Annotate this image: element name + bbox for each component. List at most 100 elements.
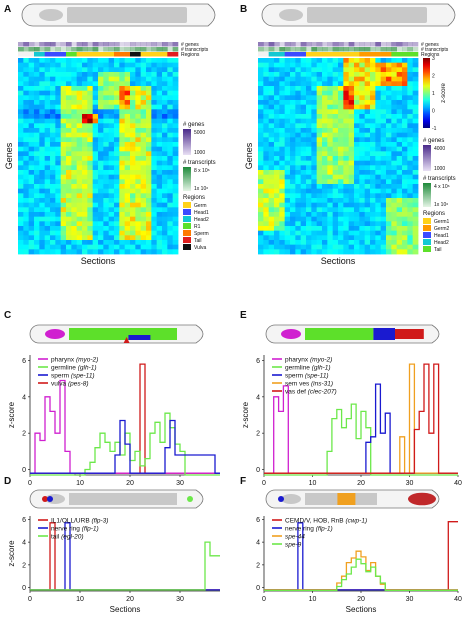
heatmap-cell: [103, 170, 110, 176]
legend-gene: spe-44: [285, 534, 305, 541]
heatmap-cell: [290, 202, 296, 208]
heatmap-cell: [300, 184, 307, 190]
heatmap-cell: [44, 198, 51, 204]
heatmap-cell: [380, 170, 387, 176]
heatmap-cell: [119, 142, 126, 148]
heatmap-cell: [18, 81, 24, 87]
heatmap-cell: [332, 109, 339, 115]
heatmap-cell: [274, 221, 280, 227]
annotation-row-label: Regions: [421, 52, 440, 58]
heatmap-cell: [23, 104, 30, 110]
heatmap-cell: [295, 244, 302, 250]
heatmap-cell: [28, 81, 35, 87]
heatmap-cell: [268, 221, 275, 227]
annotation-region-cell: [402, 52, 408, 57]
heatmap-cell: [162, 198, 168, 204]
heatmap-cell: [50, 146, 56, 152]
legend-entry: sem ves (ins-31): [285, 381, 333, 388]
heatmap-cell: [407, 156, 414, 162]
heatmap-cell: [327, 104, 334, 110]
heatmap-cell: [167, 235, 174, 241]
heatmap-cell: [359, 76, 366, 82]
heatmap-cell: [124, 123, 131, 129]
heatmap-cell: [354, 235, 360, 241]
heatmap-cell: [130, 193, 136, 199]
heatmap-cell: [386, 188, 392, 194]
heatmap-cell: [34, 95, 40, 101]
heatmap-cell: [284, 76, 291, 82]
heatmap-cell: [375, 142, 382, 148]
heatmap-cell: [60, 226, 67, 232]
heatmap-cell: [354, 72, 360, 78]
heatmap-cell: [44, 67, 51, 73]
heatmap-cell: [391, 212, 398, 218]
heatmap-cell: [327, 137, 334, 143]
heatmap-cell: [34, 137, 40, 143]
heatmap-cell: [290, 114, 296, 120]
heatmap-cell: [92, 123, 99, 129]
heatmap-cell: [50, 212, 56, 218]
heatmap-cell: [300, 165, 307, 171]
heatmap-cell: [354, 184, 360, 190]
heatmap-cell: [135, 90, 142, 96]
heatmap-cell: [87, 123, 94, 129]
heatmap-cell: [130, 76, 136, 82]
heatmap-cell: [284, 118, 291, 124]
heatmap-cell: [386, 128, 392, 134]
series-line: [264, 403, 458, 476]
heatmap-cell: [327, 212, 334, 218]
heatmap-cell: [156, 132, 163, 138]
heatmap-cell: [407, 198, 414, 204]
heatmap-cell: [327, 230, 334, 236]
heatmap-cell: [39, 226, 46, 232]
heatmap-cell: [140, 90, 147, 96]
heatmap-cell: [114, 137, 120, 143]
heatmap-cell: [98, 67, 104, 73]
heatmap-cell: [98, 62, 104, 68]
heatmap-cell: [284, 184, 291, 190]
heatmap-cell: [124, 58, 131, 64]
heatmap-cell: [407, 240, 414, 246]
heatmap-cell: [66, 240, 72, 246]
heatmap-cell: [55, 235, 62, 241]
heatmap-cell: [306, 179, 312, 185]
heatmap-cell: [370, 160, 376, 166]
heatmap-cell: [274, 67, 280, 73]
heatmap-cell: [66, 151, 72, 157]
heatmap-cell: [258, 160, 264, 166]
legend-name: pharynx: [51, 357, 76, 364]
heatmap-cell: [316, 174, 323, 180]
heatmap-cell: [108, 184, 115, 190]
heatmap-cell: [167, 72, 174, 78]
legend-region-swatch: [183, 230, 191, 236]
heatmap-cell: [18, 174, 24, 180]
heatmap-cell: [23, 90, 30, 96]
heatmap-cell: [60, 142, 67, 148]
heatmap-cell: [327, 170, 334, 176]
heatmap-cell: [119, 193, 126, 199]
heatmap-cell: [375, 230, 382, 236]
heatmap-cell: [87, 104, 94, 110]
heatmap-cell: [82, 104, 88, 110]
heatmap-cell: [39, 174, 46, 180]
heatmap-cell: [71, 174, 78, 180]
heatmap-cell: [71, 170, 78, 176]
heatmap-cell: [407, 151, 414, 157]
heatmap-cell: [290, 207, 296, 213]
heatmap-cell: [135, 118, 142, 124]
heatmap-cell: [39, 67, 46, 73]
heatmap-cell: [119, 230, 126, 236]
heatmap-cell: [162, 62, 168, 68]
heatmap-cell: [55, 123, 62, 129]
heatmap-cell: [87, 76, 94, 82]
heatmap-cell: [162, 95, 168, 101]
heatmap-cell: [87, 244, 94, 250]
heatmap-cell: [167, 58, 174, 64]
heatmap-cell: [114, 249, 120, 255]
heatmap-cell: [306, 184, 312, 190]
heatmap-cell: [290, 179, 296, 185]
annotation-row-label: # transcripts: [181, 47, 209, 53]
heatmap-cell: [316, 76, 323, 82]
heatmap-cell: [156, 198, 163, 204]
